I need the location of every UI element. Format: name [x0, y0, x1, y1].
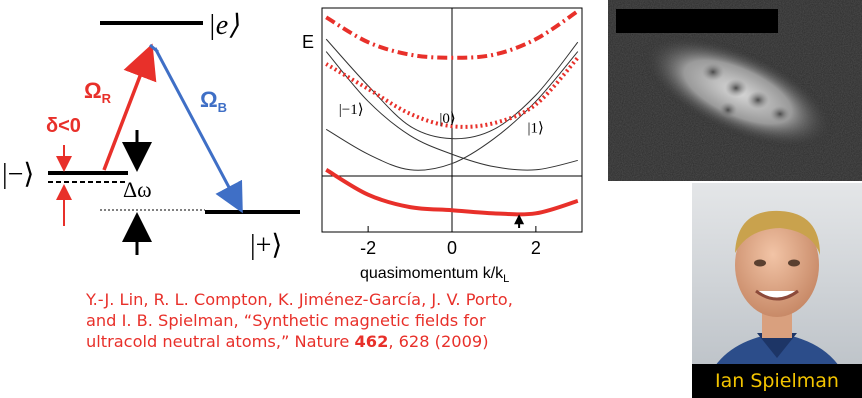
- minimum-pointer-arrowhead: [514, 214, 525, 225]
- state-label-3: |1⟩: [527, 120, 543, 136]
- omega-b-label: ΩB: [200, 87, 227, 115]
- citation: Y.-J. Lin, R. L. Compton, K. Jiménez-Gar…: [86, 289, 616, 352]
- x-ticks: -2 0 2: [360, 226, 541, 258]
- series-line-4: [325, 168, 579, 217]
- state-label-1: |−1⟩: [339, 102, 364, 118]
- excited-state-label: |e⟩: [208, 10, 239, 41]
- person-caption: Ian Spielman: [692, 364, 862, 398]
- x-tick-label: -2: [360, 238, 376, 258]
- series-line-1: [325, 51, 579, 171]
- omega-b-arrow-start: [149, 43, 159, 54]
- omega-b-arrow: [153, 47, 243, 214]
- series-line-5: [325, 56, 580, 129]
- x-tick-label: 0: [447, 238, 457, 258]
- series-line-6: [325, 9, 579, 60]
- y-axis-label: E: [302, 32, 314, 52]
- citation-line-1: Y.-J. Lin, R. L. Compton, K. Jiménez-Gar…: [86, 290, 513, 309]
- state-label-2: |0⟩: [439, 111, 455, 127]
- omega-r-arrow: [102, 43, 157, 171]
- x-tick-label: 2: [531, 238, 541, 258]
- omega-r-label: ΩR: [84, 78, 112, 106]
- plot-area: |−1⟩ |0⟩ |1⟩: [321, 7, 583, 233]
- series-line-3: [325, 38, 579, 140]
- delta-omega-label: Δω: [123, 177, 152, 202]
- citation-line-3: ultracold neutral atoms,” Nature 462, 62…: [86, 332, 489, 351]
- energy-level-diagram: |e⟩ |−⟩ |+⟩ ΩR ΩB δ<0 Δω: [2, 10, 300, 261]
- portrait-photo: [692, 183, 862, 398]
- delta-label: δ<0: [46, 115, 81, 137]
- atom-cloud-image: [608, 0, 862, 181]
- series-line-2: [325, 51, 578, 171]
- dispersion-chart: E |−1⟩ |0⟩ |1⟩ -2 0 2 quasimomentum k/kL: [302, 7, 583, 285]
- minus-state-label: |−⟩: [2, 159, 34, 190]
- citation-line-2: and I. B. Spielman, “Synthetic magnetic …: [86, 311, 486, 330]
- plus-state-label: |+⟩: [250, 230, 282, 261]
- x-axis-label: quasimomentum k/kL: [360, 265, 509, 285]
- citation-volume: 462: [354, 332, 389, 351]
